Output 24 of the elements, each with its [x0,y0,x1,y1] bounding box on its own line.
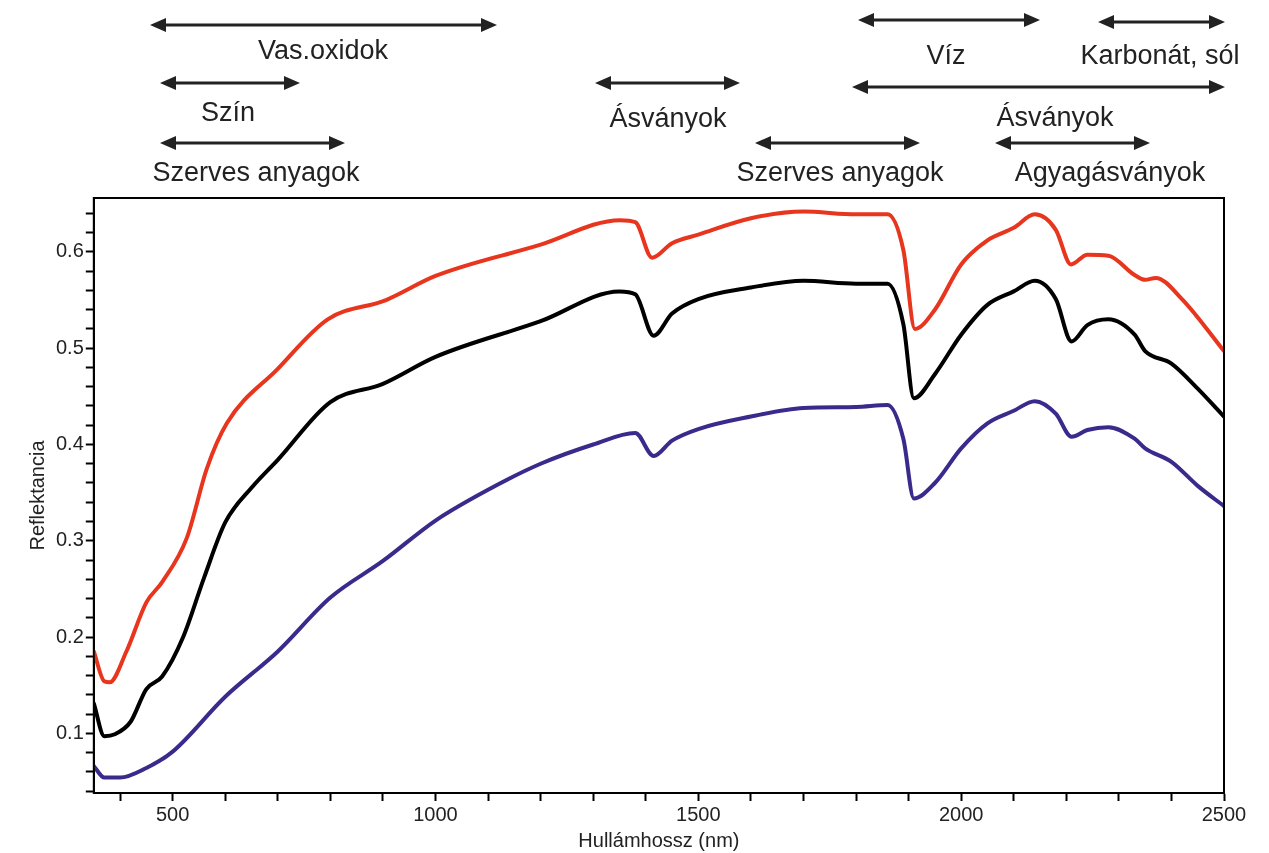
text: Víz [926,39,966,71]
text: Szerves anyagok [736,156,944,188]
y-tick-label: 0.5 [55,335,84,358]
y-tick-label: 0.1 [55,720,84,743]
line-series [93,399,1224,780]
text: Vas.oxidok [257,34,389,66]
y-axis-title: Reflektancia [25,439,48,551]
y-tick-label: 0.2 [55,624,84,647]
text: Ásványok [996,101,1114,133]
x-tick-label: 1000 [413,802,458,825]
text: Ásványok [609,102,727,134]
y-tick-label: 0.6 [55,239,84,262]
x-tick-label: 2000 [938,802,984,825]
text: Szerves anyagok [152,156,360,188]
text: Szín [200,96,256,128]
x-tick-label: 2500 [1201,802,1247,825]
text: Karbonát, sól [1080,39,1240,71]
text: Agyagásványok [1014,156,1206,188]
line-series [93,209,1224,685]
x-axis-title: Hullámhossz (nm) [578,828,740,851]
y-tick-label: 0.3 [55,528,84,551]
x-tick-label: 500 [155,802,190,825]
x-tick-label: 1500 [676,802,721,825]
y-tick-label: 0.4 [55,431,84,454]
